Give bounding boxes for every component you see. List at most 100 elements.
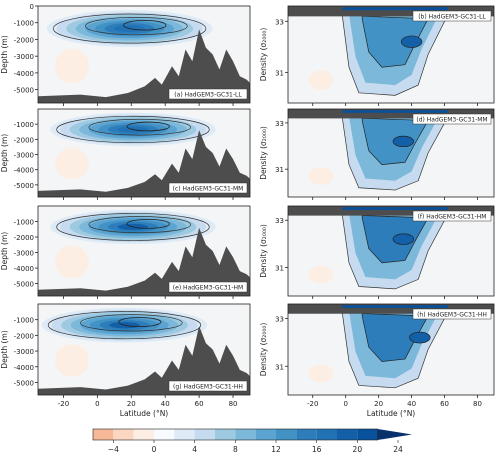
panel-7: -1000 -2000 -3000 -4000 -5000 -20 0 20 40 60 80 (g)… <box>0 303 251 418</box>
negative-cell <box>54 245 89 279</box>
y-tick-label: 31 <box>275 265 284 273</box>
colorbar-segment <box>194 429 215 440</box>
colorbar-segment <box>316 429 337 440</box>
negative-cell <box>308 70 334 90</box>
colorbar-segment <box>133 429 154 440</box>
overturning-cell-core <box>362 313 429 362</box>
y-tick-label: -1000 <box>14 121 34 129</box>
bathymetry <box>288 304 494 314</box>
panel-label: (a) HadGEM3-GC31-LL <box>174 92 242 99</box>
y-tick-label: -5000 <box>14 182 34 190</box>
panel-label: (e) HadGEM3-GC31-HM <box>173 285 243 292</box>
panel-content <box>288 304 494 395</box>
colorbar-tick-label: 8 <box>233 445 238 454</box>
colorbar-segment <box>113 429 134 440</box>
panel-frame <box>37 5 251 104</box>
colorbar-tick-label: 16 <box>312 445 322 454</box>
panel-label-box <box>412 10 492 22</box>
colorbar-tick-label: 24 <box>393 445 403 454</box>
y-axis-label: Density (σ₂₀₀₀) <box>259 323 268 377</box>
bathymetry <box>38 130 250 197</box>
x-tick-label: 40 <box>161 400 170 408</box>
panel-2: 31 33 (b) HadGEM3-GC31-LL Density (σ₂₀₀₀) <box>259 5 495 106</box>
y-axis-label: Depth (m) <box>0 232 9 270</box>
panel-label: (c) HadGEM3-GC31-MM <box>173 186 244 193</box>
x-axis-label: Latitude (°N) <box>367 409 416 418</box>
cell-maximum <box>392 233 415 245</box>
panel-content <box>38 304 250 395</box>
y-tick-label: 31 <box>275 166 284 174</box>
panel-3: -1000 -2000 -3000 -4000 -5000 (c) HadGEM3-GC3… <box>0 108 251 200</box>
negative-cell <box>308 364 334 383</box>
negative-cell <box>54 48 89 84</box>
panel-content <box>38 206 250 296</box>
contour-line <box>361 117 429 165</box>
contour-line <box>361 15 429 68</box>
panel-label: (h) HadGEM3-GC31-HH <box>417 312 487 319</box>
panel-label: (d) HadGEM3-GC31-MM <box>416 117 487 124</box>
y-axis-label: Density (σ₂₀₀₀) <box>259 126 268 180</box>
colorbar: −4 0 4 8 12 16 20 24 <box>92 428 412 454</box>
bottom-flow <box>342 305 448 308</box>
panel-4: 31 33 (d) HadGEM3-GC31-MM Density (σ₂₀₀₀) <box>259 108 495 200</box>
panel-label: (f) HadGEM3-GC31-HM <box>418 214 487 221</box>
panel-5: -1000 -2000 -3000 -4000 -5000 (e) HadGEM3-GC3… <box>0 205 251 299</box>
y-tick-label: 31 <box>275 363 284 371</box>
bottom-flow <box>342 7 448 11</box>
panel-label-box <box>168 281 248 293</box>
y-axis-label: Depth (m) <box>0 134 9 172</box>
y-tick-label: -2000 <box>14 332 34 340</box>
contour-line <box>126 218 170 229</box>
overturning-cell-core <box>362 16 429 68</box>
panel-label-box <box>412 113 492 125</box>
y-axis-label: Depth (m) <box>0 330 9 368</box>
contour-line <box>85 16 188 36</box>
colorbar-segment <box>154 429 175 440</box>
contour-line <box>361 313 429 362</box>
panel-frame <box>287 5 495 104</box>
y-tick-label: 33 <box>275 315 284 323</box>
y-tick-label: -3000 <box>14 250 34 258</box>
colorbar-segment <box>235 429 256 440</box>
y-tick-label: -2000 <box>14 136 34 144</box>
colorbar-segment <box>337 429 358 440</box>
bathymetry <box>38 29 250 103</box>
colorbar-segment <box>276 429 297 440</box>
panel-label: (b) HadGEM3-GC31-LL <box>418 14 486 21</box>
y-tick-label: -1000 <box>14 317 34 325</box>
contour-line <box>126 121 170 132</box>
x-tick-label: -20 <box>307 400 318 408</box>
panel-frame <box>287 303 495 396</box>
contour-line <box>123 19 167 31</box>
y-tick-label: 0 <box>30 3 34 11</box>
contour-line <box>88 216 191 234</box>
panel-label-box <box>412 308 492 320</box>
colorbar-tick-label: 12 <box>271 445 281 454</box>
panel-label: (g) HadGEM3-GC31-HH <box>173 384 243 391</box>
panel-6: 31 33 (f) HadGEM3-GC31-HM Density (σ₂₀₀₀) <box>259 205 495 299</box>
y-tick-label: -4000 <box>14 70 34 78</box>
colorbar-tick-label: 4 <box>192 445 197 454</box>
colorbar-segment <box>174 429 195 440</box>
cell-maximum <box>400 35 423 48</box>
panel-8: 31 33 -20 0 20 40 60 80 (h) HadGEM3-GC31-HH Densi… <box>259 303 495 418</box>
panel-frame <box>287 205 495 297</box>
x-tick-label: 80 <box>229 400 238 408</box>
y-tick-label: -1000 <box>14 219 34 227</box>
contour-line <box>361 215 429 264</box>
colorbar-tick-label: 20 <box>353 445 363 454</box>
y-tick-label: 33 <box>275 18 284 26</box>
colorbar-segment <box>255 429 276 440</box>
panel-label-box <box>168 182 248 194</box>
colorbar-segment <box>93 429 114 440</box>
x-tick-label: 80 <box>473 400 482 408</box>
negative-cell <box>54 147 89 180</box>
x-tick-label: 20 <box>374 400 383 408</box>
negative-cell <box>308 167 334 185</box>
bottom-flow <box>342 110 448 113</box>
bathymetry <box>288 206 494 216</box>
contour-line <box>52 13 207 44</box>
cell-maximum <box>409 331 431 344</box>
colorbar-segment <box>215 429 236 440</box>
colorbar-segment <box>357 429 378 440</box>
